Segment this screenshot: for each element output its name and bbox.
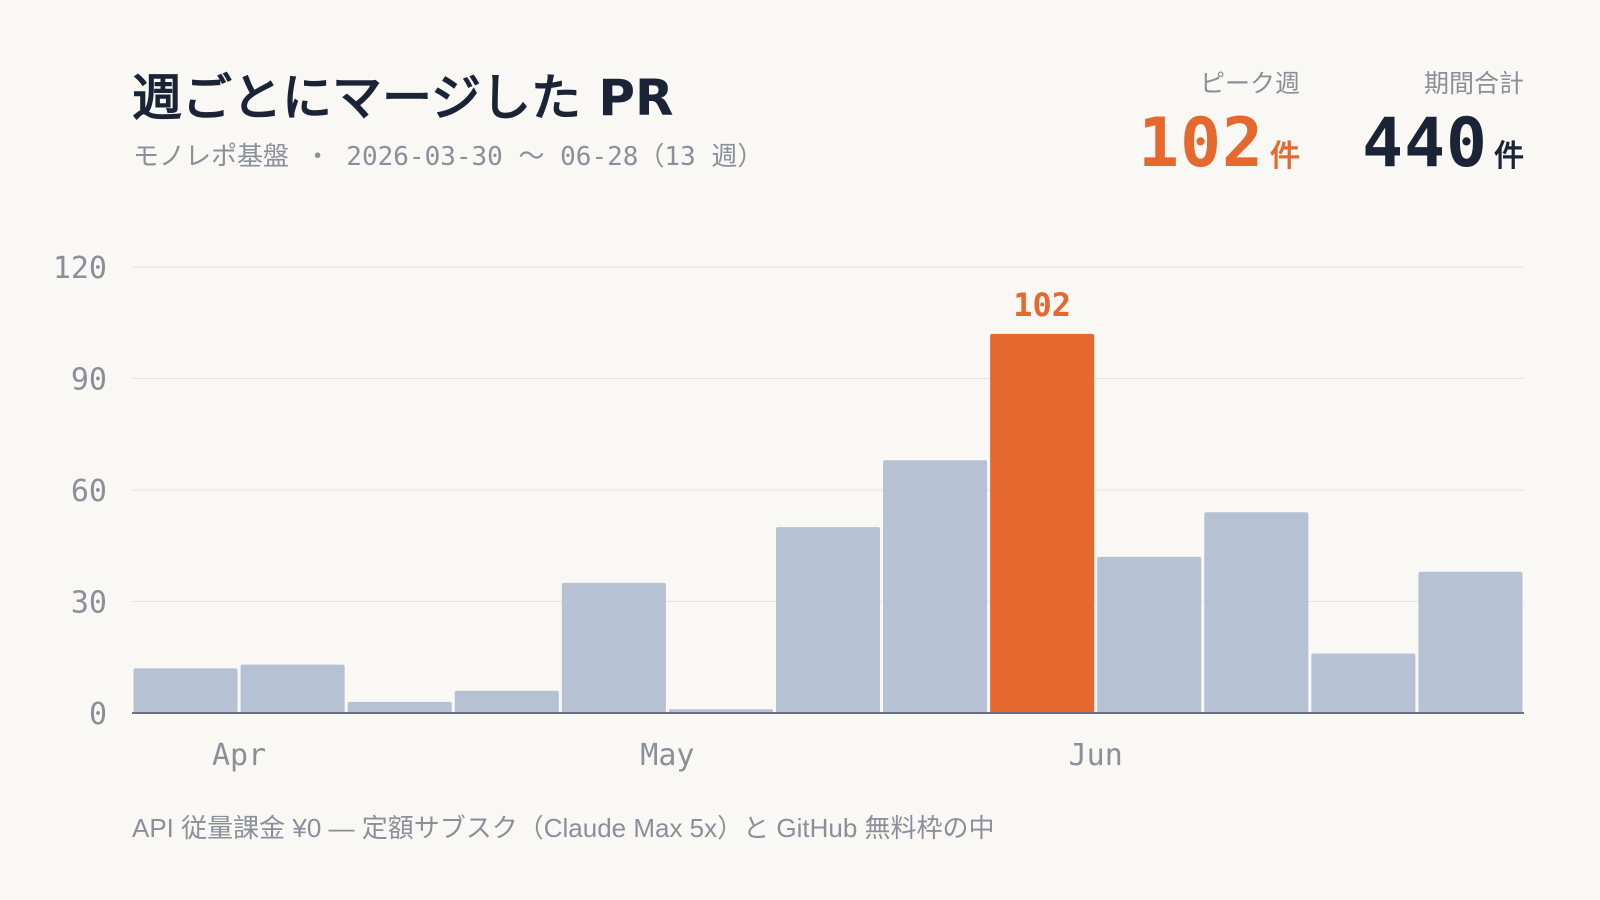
bar bbox=[240, 664, 345, 713]
bar bbox=[883, 460, 988, 713]
bar bbox=[347, 701, 452, 713]
peak-week-value: 102 bbox=[1138, 104, 1264, 183]
bar bbox=[561, 582, 666, 713]
x-tick-label: May bbox=[640, 738, 694, 773]
y-tick-label: 120 bbox=[53, 251, 107, 286]
bar bbox=[1311, 653, 1416, 713]
peak-week-unit: 件 bbox=[1270, 139, 1300, 174]
y-tick-label: 0 bbox=[89, 697, 107, 732]
y-tick-label: 60 bbox=[71, 474, 107, 509]
y-tick-label: 30 bbox=[71, 586, 107, 621]
chart-title: 週ごとにマージした PR bbox=[132, 69, 674, 127]
x-tick-label: Apr bbox=[212, 738, 266, 773]
bar bbox=[1204, 512, 1309, 713]
bar bbox=[454, 690, 559, 713]
chart-subtitle: モノレポ基盤 ・ 2026-03-30 〜 06-28（13 週） bbox=[133, 142, 764, 172]
peak-week-label: ピーク週 bbox=[1199, 69, 1300, 98]
bar-value-label: 102 bbox=[1013, 286, 1071, 324]
period-total-kpi: 期間合計 440 件 bbox=[1362, 64, 1524, 183]
period-total-label: 期間合計 bbox=[1423, 69, 1524, 98]
bar bbox=[1097, 556, 1202, 713]
bar bbox=[1418, 571, 1523, 713]
x-tick-label: Jun bbox=[1069, 738, 1123, 773]
bar-highlight bbox=[990, 333, 1095, 713]
y-tick-label: 90 bbox=[71, 363, 107, 398]
bar bbox=[133, 668, 238, 713]
bar bbox=[775, 527, 881, 713]
footer-note: API 従量課金 ¥0 — 定額サブスク（Claude Max 5x）と Git… bbox=[132, 813, 995, 843]
period-total-value: 440 bbox=[1362, 104, 1488, 183]
period-total-unit: 件 bbox=[1494, 139, 1524, 174]
peak-week-kpi: ピーク週 102 件 bbox=[1138, 64, 1300, 183]
